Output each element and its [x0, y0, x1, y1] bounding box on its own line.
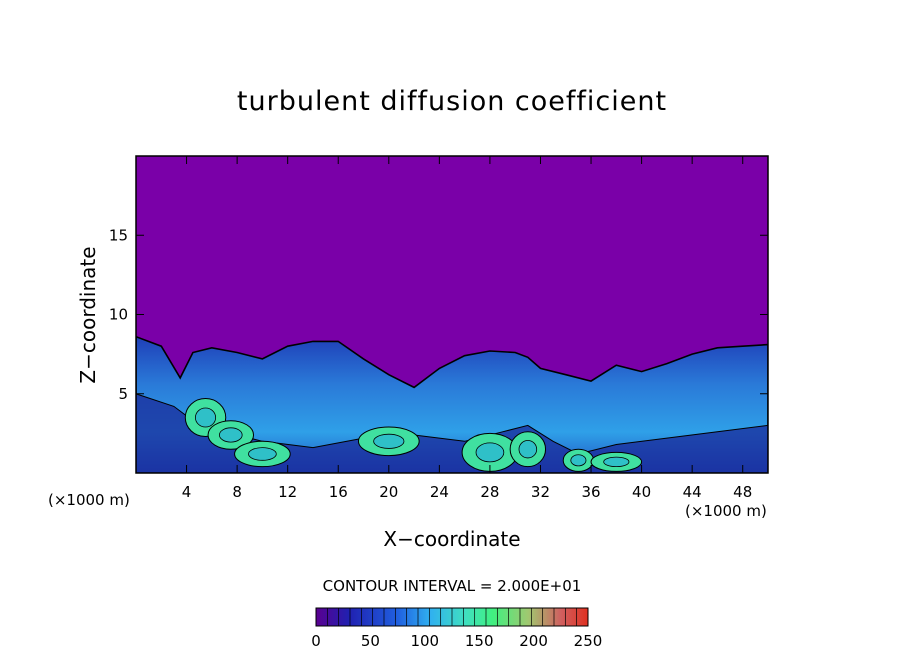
- x-axis-label: X−coordinate: [383, 527, 521, 551]
- core-inner-contour: [195, 407, 217, 428]
- x-unit-label: (×1000 m): [685, 502, 767, 520]
- core-inner-contour: [373, 433, 405, 449]
- contour-interval-text: CONTOUR INTERVAL = 2.000E+01: [322, 577, 582, 595]
- chart-title: turbulent diffusion coefficient: [236, 86, 668, 117]
- x-tick-label: 4: [182, 483, 192, 501]
- core-inner-contour: [219, 427, 243, 443]
- y-tick-label: 10: [109, 306, 128, 324]
- core-inner-contour: [518, 440, 538, 459]
- y-tick-label: 15: [109, 226, 128, 244]
- colorbar-tick-label: 250: [574, 632, 603, 650]
- x-tick-label: 16: [329, 483, 348, 501]
- core-inner-contour: [475, 442, 505, 463]
- z-unit-label: (×1000 m): [48, 491, 130, 509]
- x-tick-label: 32: [531, 483, 550, 501]
- y-axis-label: Z−coordinate: [76, 246, 100, 384]
- colorbar-tick-label: 50: [361, 632, 380, 650]
- x-tick-label: 28: [480, 483, 499, 501]
- x-tick-label: 20: [379, 483, 398, 501]
- x-tick-label: 36: [581, 483, 600, 501]
- core-inner-contour: [603, 456, 630, 468]
- core-inner-contour: [570, 454, 587, 467]
- x-tick-label: 44: [683, 483, 702, 501]
- x-tick-label: 8: [232, 483, 242, 501]
- x-tick-label: 12: [278, 483, 297, 501]
- colorbar-tick-label: 200: [519, 632, 548, 650]
- x-tick-label: 40: [632, 483, 651, 501]
- x-tick-label: 24: [430, 483, 449, 501]
- core-inner-contour: [248, 447, 277, 461]
- colorbar-tick-label: 100: [410, 632, 439, 650]
- turbulent-layer: [136, 335, 768, 473]
- x-tick-label: 48: [733, 483, 752, 501]
- y-tick-label: 5: [118, 385, 128, 403]
- colorbar-tick-label: 150: [465, 632, 494, 650]
- colorbar-tick-label: 0: [311, 632, 321, 650]
